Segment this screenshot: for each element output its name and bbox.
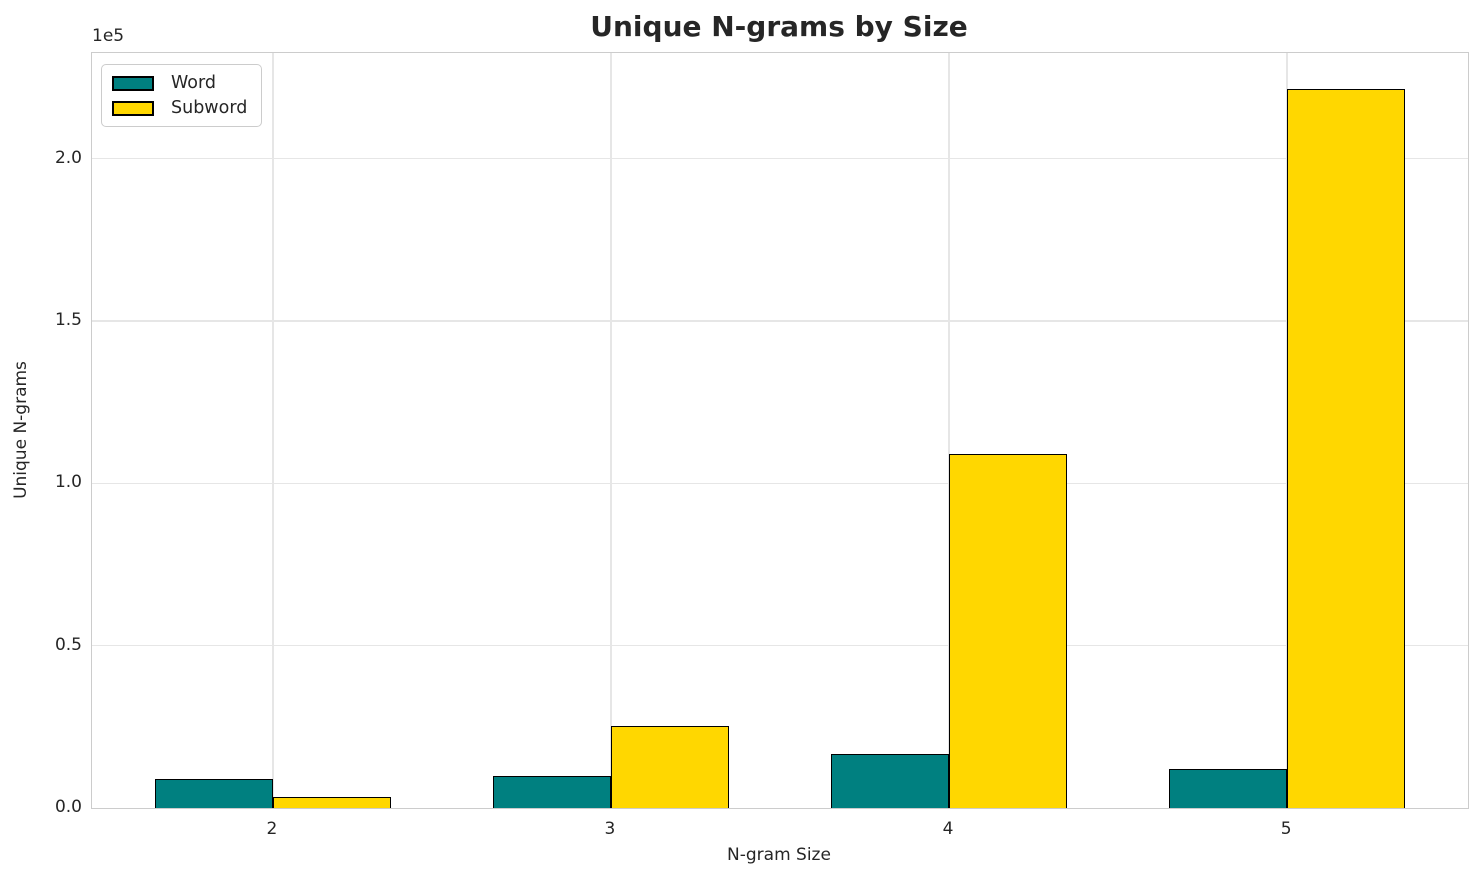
x-tick-label: 5 [1280, 819, 1292, 839]
y-tick-label: 1.5 [54, 309, 82, 330]
gridline-vertical [948, 53, 950, 808]
y-tick-label: 0.0 [54, 797, 82, 817]
legend-label: Word [171, 73, 216, 93]
bar-subword-2 [272, 796, 392, 808]
gridline-horizontal [92, 157, 1468, 160]
legend-swatch-word [112, 75, 154, 91]
gridline-horizontal [92, 482, 1468, 485]
gridline-vertical [272, 53, 274, 808]
legend-item-subword: Subword [112, 98, 247, 118]
x-tick-label: 2 [266, 819, 278, 839]
gridline-horizontal [92, 644, 1468, 647]
bar-subword-5 [1287, 89, 1406, 808]
legend-item-word: Word [112, 73, 247, 93]
y-tick-label: 1.0 [54, 472, 82, 493]
plot-area: Word Subword [91, 52, 1469, 809]
gridline-vertical [610, 53, 612, 808]
bar-word-4 [830, 754, 950, 808]
x-tick-label: 3 [604, 819, 616, 839]
bar-word-3 [492, 775, 611, 808]
y-axis-offset-label: 1e5 [92, 26, 125, 46]
bar-word-2 [154, 779, 273, 808]
bar-subword-3 [610, 726, 730, 808]
legend-swatch-subword [112, 100, 154, 116]
bar-subword-4 [949, 454, 1068, 808]
legend-label: Subword [171, 98, 248, 118]
x-tick-label: 4 [942, 819, 954, 839]
gridline-horizontal [92, 320, 1468, 322]
y-tick-label: 2.0 [54, 147, 82, 168]
x-axis-label: N-gram Size [727, 845, 831, 865]
chart-title: Unique N-grams by Size [590, 10, 968, 43]
y-tick-label: 0.5 [54, 634, 82, 655]
bar-word-5 [1168, 769, 1288, 808]
legend: Word Subword [101, 64, 263, 127]
